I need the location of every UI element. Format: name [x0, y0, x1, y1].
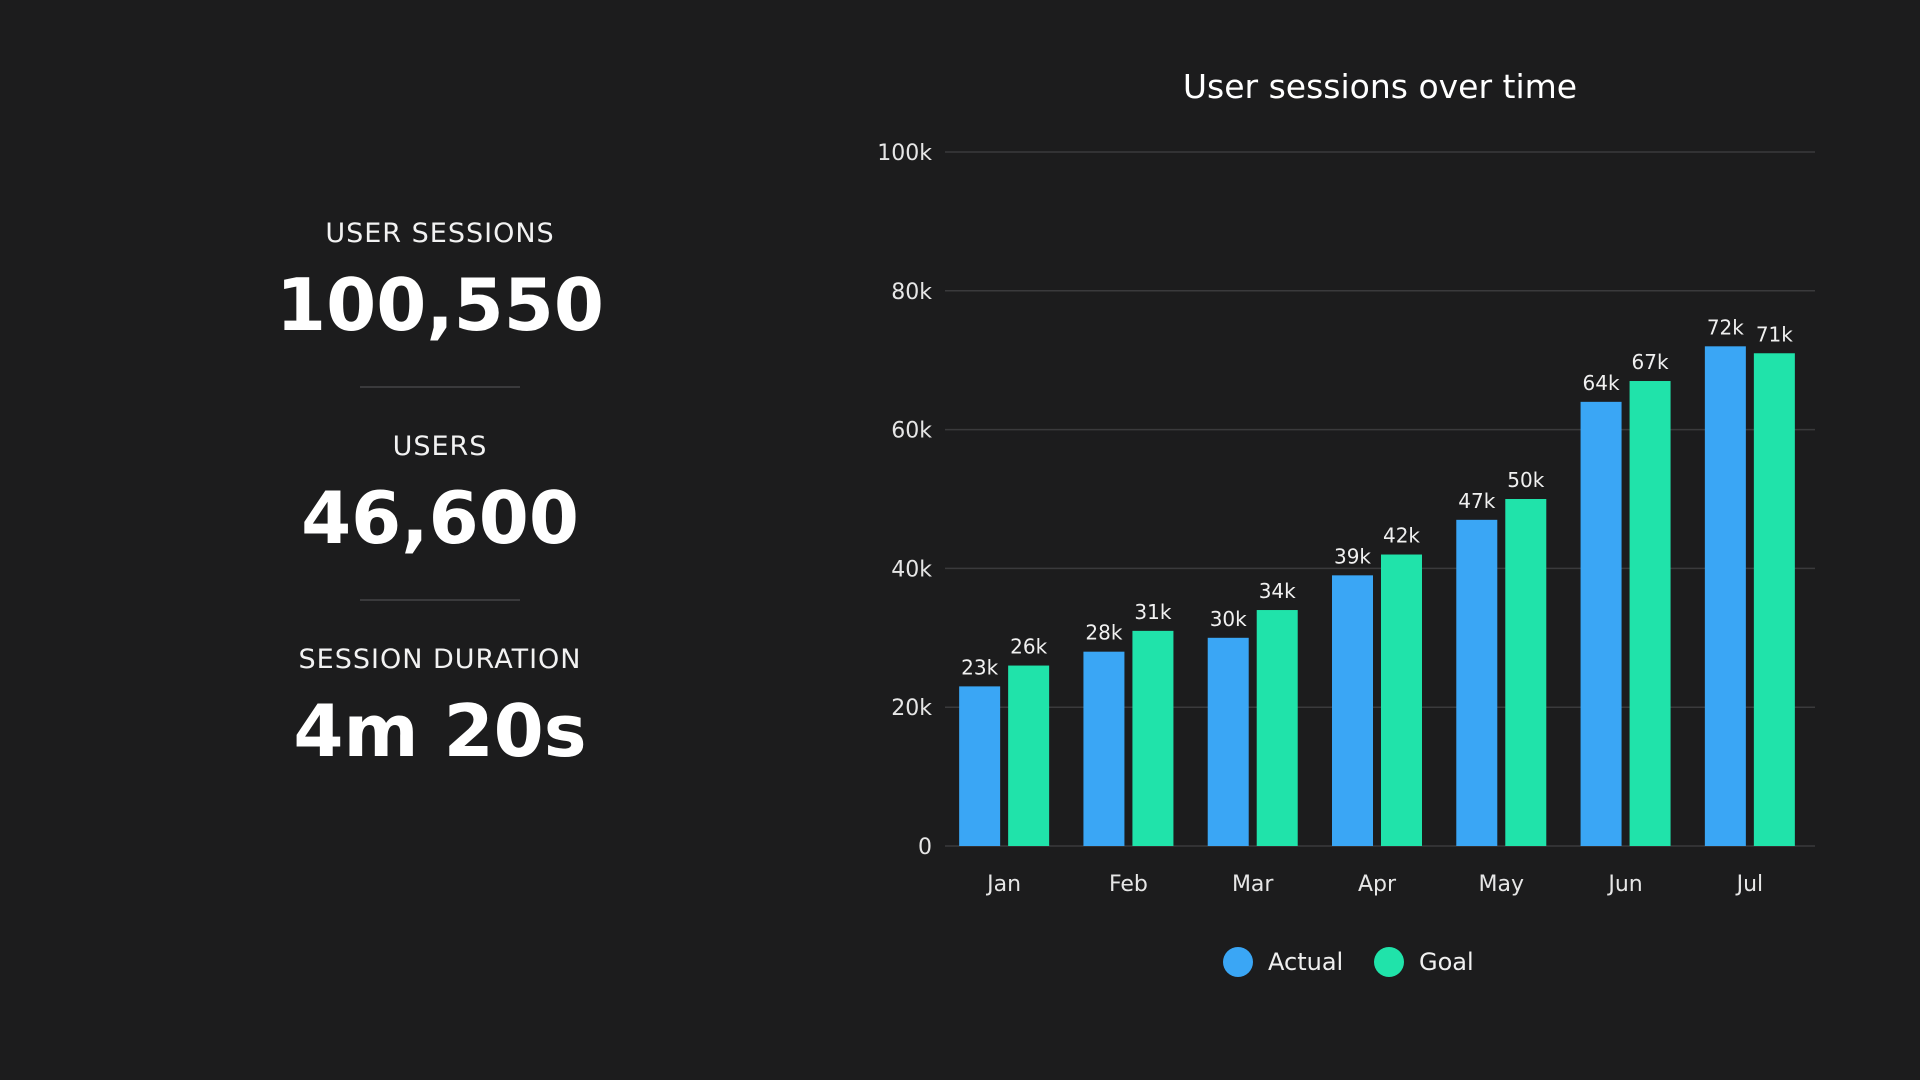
legend-label-actual: Actual	[1268, 948, 1343, 976]
bar-goal-feb	[1132, 630, 1174, 846]
y-tick-label: 80k	[891, 280, 932, 305]
y-tick-label: 100k	[877, 141, 932, 166]
legend-swatch-goal	[1374, 947, 1404, 977]
bar-goal-jan	[1008, 665, 1050, 846]
bar-actual-jul	[1704, 346, 1746, 846]
kpi-users: USERS 46,600	[240, 433, 640, 554]
legend: Actual Goal	[1223, 947, 1474, 977]
kpi-value: 4m 20s	[293, 689, 587, 773]
kpi-panel: USER SESSIONS 100,550 USERS 46,600 SESSI…	[240, 220, 640, 767]
data-label: 64k	[1583, 371, 1620, 395]
y-tick-label: 60k	[891, 419, 932, 444]
data-label: 71k	[1756, 322, 1793, 346]
bar-actual-jan	[959, 686, 1001, 846]
data-label: 72k	[1707, 315, 1744, 339]
data-label: 28k	[1085, 621, 1122, 645]
x-tick-label: Jan	[985, 872, 1021, 897]
divider	[360, 599, 520, 601]
bar-actual-mar	[1207, 637, 1249, 846]
kpi-session-duration: SESSION DURATION 4m 20s	[240, 646, 640, 767]
bar-goal-apr	[1381, 554, 1422, 846]
grid: 0 20k 40k 60k 80k 100k	[877, 141, 1815, 860]
x-tick-label: Feb	[1109, 872, 1148, 897]
bar-goal-mar	[1256, 610, 1298, 846]
kpi-value: 100,550	[276, 263, 604, 347]
legend-swatch-actual	[1223, 947, 1253, 977]
kpi-user-sessions: USER SESSIONS 100,550	[240, 220, 640, 341]
x-tick-label: Jul	[1735, 872, 1764, 897]
kpi-label: SESSION DURATION	[298, 644, 582, 675]
bar-goal-may	[1505, 499, 1547, 846]
y-tick-label: 20k	[891, 696, 932, 721]
bar-goal-jul	[1753, 353, 1795, 846]
y-tick-label: 40k	[891, 557, 932, 582]
data-label: 26k	[1010, 635, 1047, 659]
data-label: 47k	[1458, 489, 1495, 513]
data-label: 31k	[1134, 600, 1171, 624]
data-label: 50k	[1507, 468, 1544, 492]
data-label: 34k	[1259, 579, 1296, 603]
data-labels: 23k 26k 28k 31k 30k 34k 39k 42k 47k 50k 64k 67k 72k 7…	[961, 315, 1793, 679]
chart-title: User sessions over time	[1183, 67, 1577, 106]
kpi-value: 46,600	[301, 476, 579, 560]
x-tick-label: Apr	[1358, 872, 1397, 897]
x-axis: Jan Feb Mar Apr May Jun Jul	[985, 872, 1763, 897]
y-tick-label: 0	[918, 835, 932, 860]
data-label: 30k	[1210, 607, 1247, 631]
divider	[360, 386, 520, 388]
legend-label-goal: Goal	[1419, 948, 1474, 976]
data-label: 39k	[1334, 544, 1371, 568]
data-label: 42k	[1383, 524, 1420, 548]
kpi-label: USER SESSIONS	[325, 218, 555, 249]
x-tick-label: Jun	[1606, 872, 1642, 897]
data-label: 67k	[1632, 350, 1669, 374]
bar-actual-may	[1456, 519, 1498, 846]
bars	[959, 346, 1795, 846]
sessions-bar-chart: User sessions over time 0 20k 40k 60k 80k 100…	[877, 67, 1815, 977]
kpi-label: USERS	[392, 431, 488, 462]
data-label: 23k	[961, 655, 998, 679]
x-tick-label: Mar	[1232, 872, 1274, 897]
bar-actual-feb	[1083, 651, 1125, 846]
bar-actual-jun	[1580, 401, 1622, 846]
bar-goal-jun	[1629, 381, 1671, 846]
bar-actual-apr	[1332, 575, 1373, 846]
x-tick-label: May	[1479, 872, 1524, 897]
